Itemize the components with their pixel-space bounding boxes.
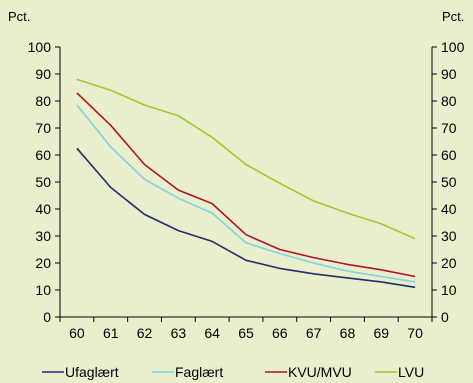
x-tick-label: 66 — [272, 325, 288, 341]
right-y-tick-label: 90 — [441, 66, 457, 82]
right-y-tick-label: 20 — [441, 255, 457, 271]
legend-label: KVU/MVU — [288, 364, 352, 380]
right-y-tick-label: 30 — [441, 228, 457, 244]
right-y-axis-ticks: 0 10 20 30 40 50 60 70 80 90 100 — [432, 39, 465, 325]
left-y-tick-label: 0 — [43, 309, 51, 325]
left-y-axis-ticks: 0 10 20 30 40 50 60 70 80 90 100 — [28, 39, 60, 325]
left-y-tick-label: 100 — [28, 39, 52, 55]
left-y-tick-label: 60 — [35, 147, 51, 163]
series-lines — [76, 78, 416, 289]
right-y-tick-label: 60 — [441, 147, 457, 163]
left-y-tick-label: 50 — [35, 174, 51, 190]
axes — [59, 47, 433, 318]
right-y-tick-label: 10 — [441, 282, 457, 298]
x-tick-label: 62 — [137, 325, 153, 341]
left-y-tick-label: 10 — [35, 282, 51, 298]
series-line — [76, 147, 416, 289]
left-y-tick-label: 80 — [35, 93, 51, 109]
x-tick-label: 70 — [407, 325, 423, 341]
x-tick-label: 65 — [238, 325, 254, 341]
right-axis-unit: Pct. — [442, 9, 464, 24]
left-y-tick-label: 30 — [35, 228, 51, 244]
right-y-tick-label: 50 — [441, 174, 457, 190]
left-y-tick-label: 90 — [35, 66, 51, 82]
x-tick-label: 69 — [373, 325, 389, 341]
left-y-tick-label: 40 — [35, 201, 51, 217]
legend: Ufaglært Faglært KVU/MVU LVU — [42, 364, 424, 380]
x-axis-ticks: 60 61 62 63 64 65 66 67 68 69 70 — [59, 317, 433, 341]
x-tick-label: 60 — [69, 325, 85, 341]
right-y-tick-label: 100 — [441, 39, 465, 55]
left-y-tick-label: 70 — [35, 120, 51, 136]
right-y-tick-label: 0 — [441, 309, 449, 325]
left-axis-unit: Pct. — [8, 9, 30, 24]
right-y-tick-label: 70 — [441, 120, 457, 136]
x-tick-label: 63 — [171, 325, 187, 341]
x-tick-label: 64 — [204, 325, 220, 341]
x-tick-label: 61 — [103, 325, 119, 341]
left-y-tick-label: 20 — [35, 255, 51, 271]
legend-label: Ufaglært — [65, 364, 119, 380]
x-tick-label: 68 — [340, 325, 356, 341]
right-y-tick-label: 80 — [441, 93, 457, 109]
legend-label: LVU — [398, 364, 424, 380]
legend-label: Faglært — [175, 364, 223, 380]
x-tick-label: 67 — [306, 325, 322, 341]
series-line — [76, 78, 416, 240]
series-line — [76, 104, 416, 283]
right-y-tick-label: 40 — [441, 201, 457, 217]
series-line — [76, 92, 416, 278]
